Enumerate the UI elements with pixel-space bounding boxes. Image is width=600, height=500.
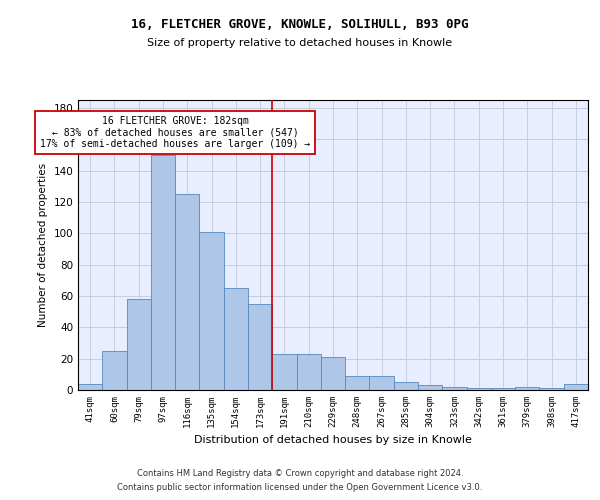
Bar (370, 376, 394, 390)
Bar (175, 194, 199, 390)
Bar (345, 376, 370, 390)
Text: Contains public sector information licensed under the Open Government Licence v3: Contains public sector information licen… (118, 484, 482, 492)
Bar (224, 288, 248, 390)
Text: Size of property relative to detached houses in Knowle: Size of property relative to detached ho… (148, 38, 452, 48)
Text: Contains HM Land Registry data © Crown copyright and database right 2024.: Contains HM Land Registry data © Crown c… (137, 468, 463, 477)
Bar (539, 388, 564, 390)
Bar (151, 155, 175, 390)
Bar (127, 299, 151, 390)
Bar (199, 232, 224, 390)
Bar (78, 384, 102, 390)
Bar (515, 387, 539, 390)
Bar (491, 388, 515, 390)
Bar (418, 386, 442, 390)
Bar (394, 382, 418, 390)
Bar (248, 304, 272, 390)
Y-axis label: Number of detached properties: Number of detached properties (38, 163, 48, 327)
Bar (467, 388, 491, 390)
X-axis label: Distribution of detached houses by size in Knowle: Distribution of detached houses by size … (194, 436, 472, 446)
Bar (102, 351, 127, 390)
Text: 16 FLETCHER GROVE: 182sqm
← 83% of detached houses are smaller (547)
17% of semi: 16 FLETCHER GROVE: 182sqm ← 83% of detac… (40, 116, 310, 149)
Text: 16, FLETCHER GROVE, KNOWLE, SOLIHULL, B93 0PG: 16, FLETCHER GROVE, KNOWLE, SOLIHULL, B9… (131, 18, 469, 30)
Bar (442, 387, 467, 390)
Bar (272, 354, 296, 390)
Bar (321, 357, 345, 390)
Bar (564, 384, 588, 390)
Bar (296, 354, 321, 390)
